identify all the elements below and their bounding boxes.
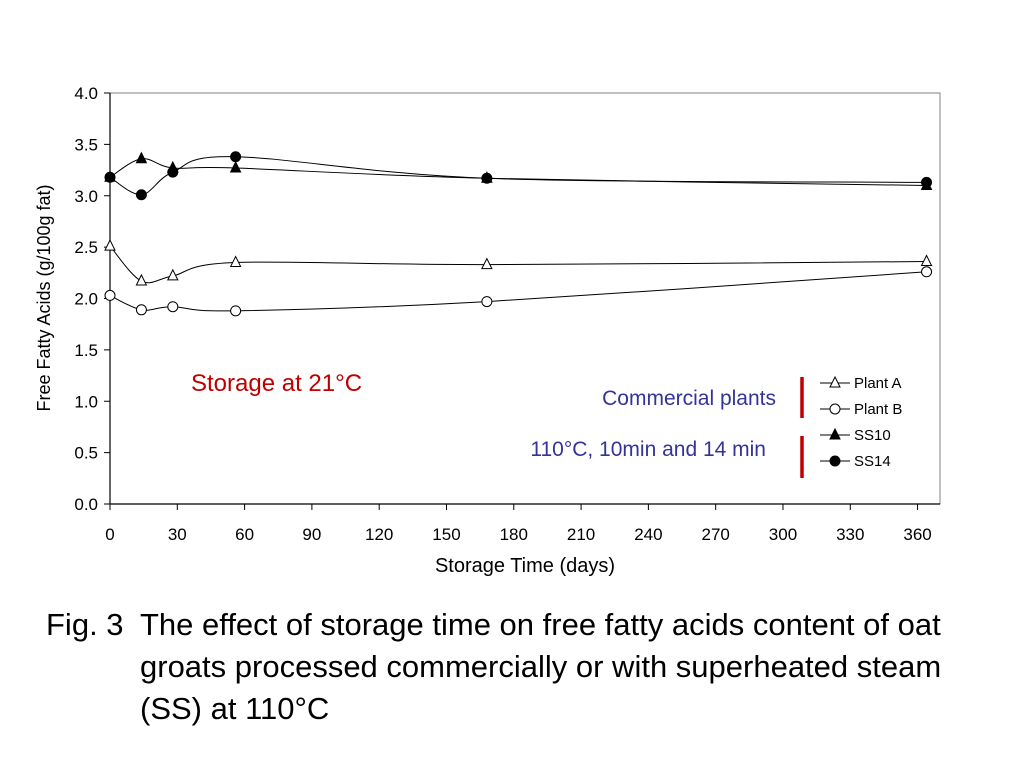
series-layer — [104, 151, 933, 317]
annotation-storage: Storage at 21°C — [191, 370, 362, 397]
x-tick-label: 180 — [500, 525, 528, 544]
series-plant-a — [104, 238, 933, 286]
legend-label: Plant B — [854, 401, 902, 418]
data-point — [104, 238, 116, 251]
y-axis-ticks: 0.0 0.5 1.0 1.5 2.0 2.5 3.0 3.5 4.0 — [74, 84, 110, 514]
series-line — [109, 156, 927, 196]
x-tick-label: 240 — [634, 525, 662, 544]
legend-marker — [829, 455, 841, 467]
data-point — [920, 254, 933, 267]
x-tick-label: 210 — [567, 525, 595, 544]
series-ss14 — [104, 151, 933, 201]
data-point — [167, 268, 179, 281]
x-tick-label: 0 — [105, 525, 114, 544]
data-point — [481, 296, 493, 308]
legend-item: SS14 — [820, 453, 891, 470]
data-point — [481, 257, 493, 270]
y-tick-label: 2.0 — [74, 290, 98, 309]
chart: 0.0 0.5 1.0 1.5 2.0 2.5 3.0 3.5 4.0 0 30 60 90 120 15… — [34, 84, 941, 577]
y-tick-label: 1.5 — [74, 341, 98, 360]
y-tick-label: 3.5 — [74, 135, 98, 154]
series-plant-b — [104, 266, 933, 317]
annotation-commercial: Commercial plants — [602, 387, 776, 410]
data-point — [167, 301, 179, 313]
x-tick-label: 150 — [432, 525, 460, 544]
data-point — [921, 266, 933, 278]
y-axis-label: Free Fatty Acids (g/100g fat) — [34, 184, 54, 411]
y-tick-label: 1.0 — [74, 392, 98, 411]
annotation-steam: 110°C, 10min and 14 min — [530, 438, 766, 461]
data-point — [230, 305, 242, 317]
legend-item: SS10 — [820, 427, 891, 444]
legend-label: SS10 — [854, 427, 891, 444]
series-ss10 — [104, 151, 933, 190]
data-point — [230, 151, 242, 163]
caption-text: The effect of storage time on free fatty… — [140, 607, 942, 726]
series-line — [109, 158, 927, 186]
legend-label: SS14 — [854, 453, 891, 470]
x-tick-label: 270 — [701, 525, 729, 544]
legend-marker — [829, 427, 841, 440]
y-tick-label: 3.0 — [74, 187, 98, 206]
data-point — [135, 151, 148, 164]
x-tick-label: 30 — [168, 525, 187, 544]
legend-label: Plant A — [854, 375, 902, 392]
x-tick-label: 300 — [769, 525, 797, 544]
data-point — [167, 166, 179, 178]
data-point — [229, 160, 242, 173]
caption-number: Fig. 3 — [46, 607, 124, 642]
data-point — [104, 289, 116, 301]
x-tick-label: 120 — [365, 525, 393, 544]
legend-item: Plant B — [820, 401, 902, 418]
series-line — [109, 271, 927, 312]
legend-item: Plant A — [820, 375, 902, 392]
x-tick-label: 90 — [302, 525, 321, 544]
y-tick-label: 0.0 — [74, 495, 98, 514]
x-tick-label: 60 — [235, 525, 254, 544]
x-axis-label: Storage Time (days) — [435, 555, 615, 577]
x-tick-label: 330 — [836, 525, 864, 544]
x-axis-ticks: 0 30 60 90 120 150 180 210 240 270 300 330 360 — [105, 504, 932, 544]
data-point — [481, 172, 493, 184]
legend: Plant A Plant B SS10 SS14 — [820, 375, 902, 470]
y-tick-label: 2.5 — [74, 238, 98, 257]
data-point — [135, 304, 147, 316]
data-point — [921, 176, 933, 188]
legend-marker — [829, 403, 841, 415]
data-point — [135, 189, 147, 201]
data-point — [135, 273, 148, 286]
legend-marker — [829, 375, 841, 388]
y-tick-label: 4.0 — [74, 84, 98, 103]
y-tick-label: 0.5 — [74, 444, 98, 463]
data-point — [104, 171, 116, 183]
data-point — [229, 255, 242, 268]
x-tick-label: 360 — [903, 525, 931, 544]
